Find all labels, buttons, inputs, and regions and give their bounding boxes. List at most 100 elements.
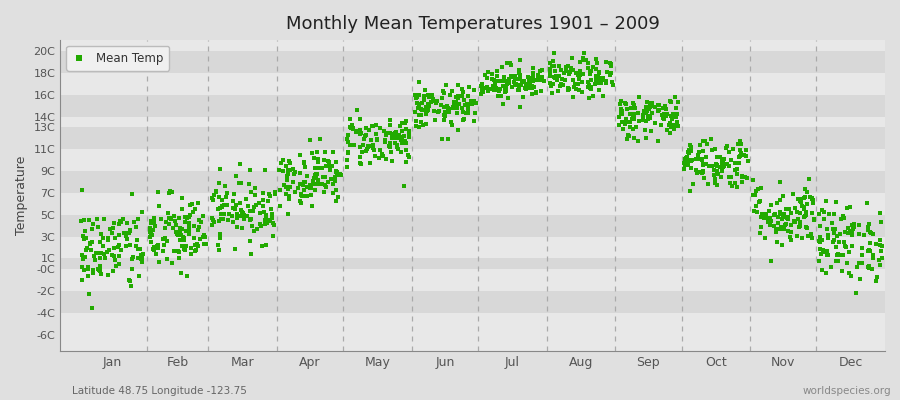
Mean Temp [112, 232, 126, 239]
Mean Temp [795, 202, 809, 209]
Mean Temp [112, 221, 126, 228]
Mean Temp [441, 107, 455, 113]
Mean Temp [170, 248, 184, 254]
Mean Temp [227, 190, 241, 197]
Mean Temp [122, 278, 137, 284]
Mean Temp [378, 139, 392, 145]
Mean Temp [219, 194, 233, 200]
Mean Temp [562, 85, 576, 92]
Mean Temp [855, 252, 869, 258]
Mean Temp [176, 237, 191, 243]
Mean Temp [643, 104, 657, 110]
Mean Temp [665, 115, 680, 122]
Mean Temp [109, 263, 123, 270]
Mean Temp [754, 224, 769, 230]
Bar [60, 51, 885, 73]
Mean Temp [143, 226, 157, 233]
Mean Temp [191, 227, 205, 233]
Mean Temp [235, 225, 249, 231]
Mean Temp [279, 163, 293, 169]
Mean Temp [450, 110, 464, 116]
Mean Temp [83, 240, 97, 246]
Mean Temp [788, 205, 803, 211]
Mean Temp [263, 216, 277, 223]
Mean Temp [631, 138, 645, 144]
Mean Temp [772, 179, 787, 186]
Text: worldspecies.org: worldspecies.org [803, 386, 891, 396]
Mean Temp [758, 211, 772, 218]
Mean Temp [340, 157, 355, 163]
Mean Temp [279, 191, 293, 197]
Mean Temp [558, 76, 572, 83]
Mean Temp [177, 246, 192, 253]
Mean Temp [612, 101, 626, 107]
Mean Temp [803, 194, 817, 200]
Mean Temp [182, 220, 196, 226]
Mean Temp [576, 71, 590, 78]
Mean Temp [840, 205, 854, 211]
Mean Temp [451, 82, 465, 88]
Mean Temp [310, 156, 325, 162]
Mean Temp [424, 99, 438, 105]
Mean Temp [784, 222, 798, 228]
Bar [60, 116, 885, 128]
Bar [60, 335, 885, 351]
Mean Temp [173, 237, 187, 244]
Mean Temp [144, 220, 158, 226]
Mean Temp [663, 98, 678, 105]
Legend: Mean Temp: Mean Temp [67, 46, 169, 71]
Mean Temp [490, 73, 504, 80]
Mean Temp [533, 68, 547, 74]
Mean Temp [788, 219, 802, 225]
Mean Temp [619, 116, 634, 122]
Mean Temp [421, 107, 436, 113]
Mean Temp [437, 109, 452, 116]
Mean Temp [111, 244, 125, 251]
Mean Temp [81, 265, 95, 272]
Mean Temp [242, 217, 256, 224]
Mean Temp [367, 146, 382, 153]
Mean Temp [117, 230, 131, 236]
Mean Temp [798, 212, 813, 219]
Mean Temp [106, 253, 121, 259]
Mean Temp [447, 101, 462, 108]
Mean Temp [169, 229, 184, 236]
Mean Temp [331, 171, 346, 177]
Mean Temp [499, 84, 513, 91]
Mean Temp [710, 154, 724, 160]
Mean Temp [104, 252, 119, 258]
Mean Temp [573, 58, 588, 65]
Mean Temp [456, 88, 471, 95]
Mean Temp [522, 85, 536, 92]
Mean Temp [408, 108, 422, 115]
Mean Temp [736, 152, 751, 158]
Mean Temp [382, 140, 397, 146]
Mean Temp [863, 230, 878, 237]
Mean Temp [683, 187, 698, 194]
Mean Temp [143, 229, 157, 236]
Mean Temp [474, 89, 489, 95]
Mean Temp [525, 84, 539, 91]
Mean Temp [589, 76, 603, 83]
Mean Temp [446, 104, 461, 110]
Mean Temp [626, 126, 640, 132]
Mean Temp [197, 241, 211, 248]
Mean Temp [347, 142, 362, 149]
Mean Temp [510, 87, 525, 94]
Mean Temp [783, 234, 797, 240]
Mean Temp [842, 227, 857, 234]
Mean Temp [208, 188, 222, 194]
Mean Temp [353, 116, 367, 122]
Mean Temp [631, 110, 645, 116]
Mean Temp [508, 76, 523, 82]
Mean Temp [724, 183, 739, 189]
Mean Temp [640, 98, 654, 105]
Mean Temp [311, 158, 326, 165]
Mean Temp [872, 256, 886, 263]
Mean Temp [874, 219, 888, 226]
Mean Temp [233, 160, 248, 167]
Mean Temp [822, 211, 836, 217]
Mean Temp [369, 131, 383, 138]
Mean Temp [215, 197, 230, 204]
Mean Temp [126, 254, 140, 261]
